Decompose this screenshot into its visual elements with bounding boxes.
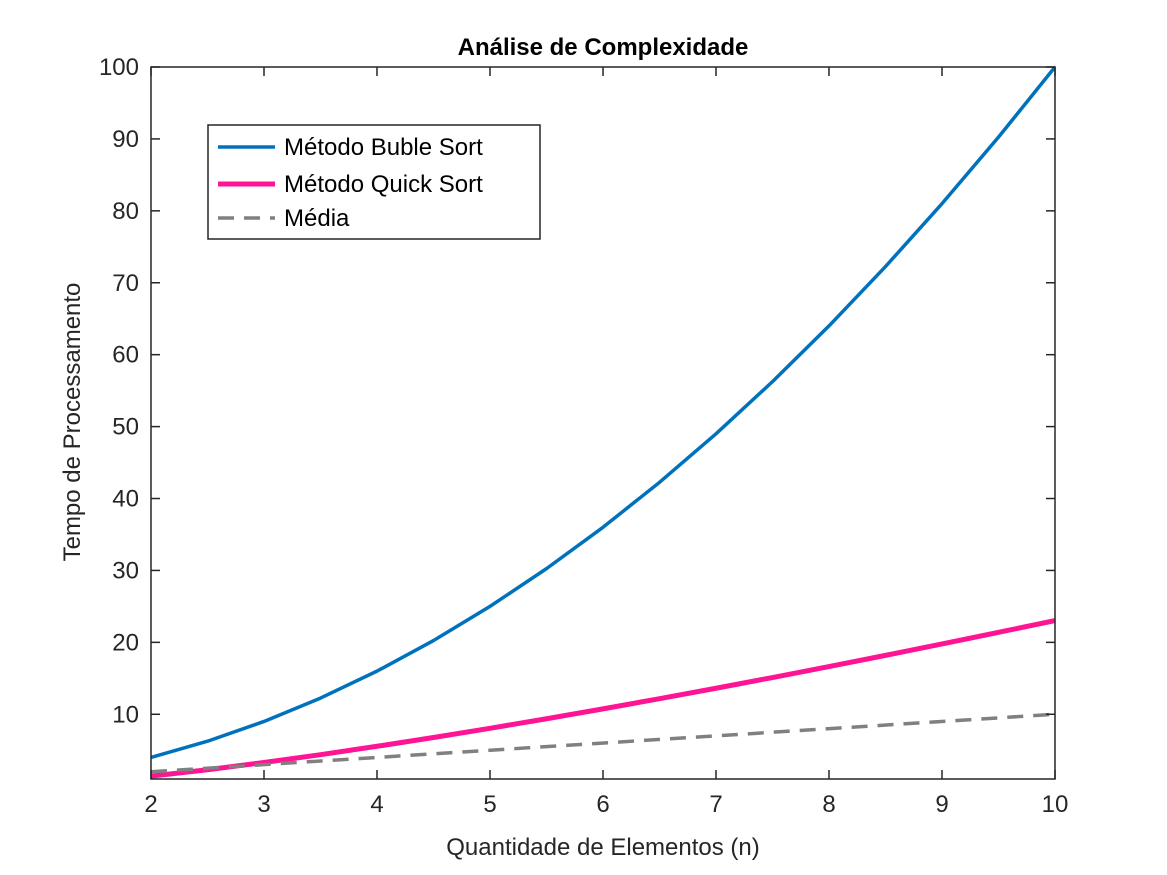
legend: Método Buble Sort Método Quick Sort Média xyxy=(207,124,541,240)
legend-label-2: Método Quick Sort xyxy=(284,171,483,198)
y-tick-label: 50 xyxy=(112,414,139,441)
x-tick-label: 7 xyxy=(709,791,722,818)
x-tick-label: 4 xyxy=(370,791,383,818)
chart-title: Análise de Complexidade xyxy=(458,34,749,61)
legend-label-3: Média xyxy=(284,205,350,232)
y-tick-label: 60 xyxy=(112,342,139,369)
x-tick-label: 5 xyxy=(483,791,496,818)
y-tick-label: 30 xyxy=(112,557,139,584)
y-tick-label: 20 xyxy=(112,629,139,656)
x-tick-label: 8 xyxy=(822,791,835,818)
x-axis-label: Quantidade de Elementos (n) xyxy=(446,834,760,861)
x-tick-label: 10 xyxy=(1042,791,1069,818)
ticks-layer: 2 3 4 5 6 7 8 9 10 10 20 30 40 50 60 70 80 90 100 xyxy=(99,54,1068,818)
series-layer xyxy=(151,65,1055,779)
series-line-1 xyxy=(151,65,1055,760)
series-line-3 xyxy=(151,712,1055,774)
y-tick-label: 10 xyxy=(112,701,139,728)
x-tick-label: 6 xyxy=(596,791,609,818)
y-tick-label: 100 xyxy=(99,54,139,81)
legend-label-1: Método Buble Sort xyxy=(284,134,483,161)
y-axis-label: Tempo de Processamento xyxy=(59,283,86,562)
y-tick-label: 70 xyxy=(112,270,139,297)
series-line-2 xyxy=(151,618,1055,779)
x-tick-label: 3 xyxy=(257,791,270,818)
y-tick-label: 90 xyxy=(112,126,139,153)
y-tick-label: 80 xyxy=(112,198,139,225)
x-tick-label: 2 xyxy=(144,791,157,818)
x-tick-label: 9 xyxy=(935,791,948,818)
y-tick-label: 40 xyxy=(112,486,139,513)
